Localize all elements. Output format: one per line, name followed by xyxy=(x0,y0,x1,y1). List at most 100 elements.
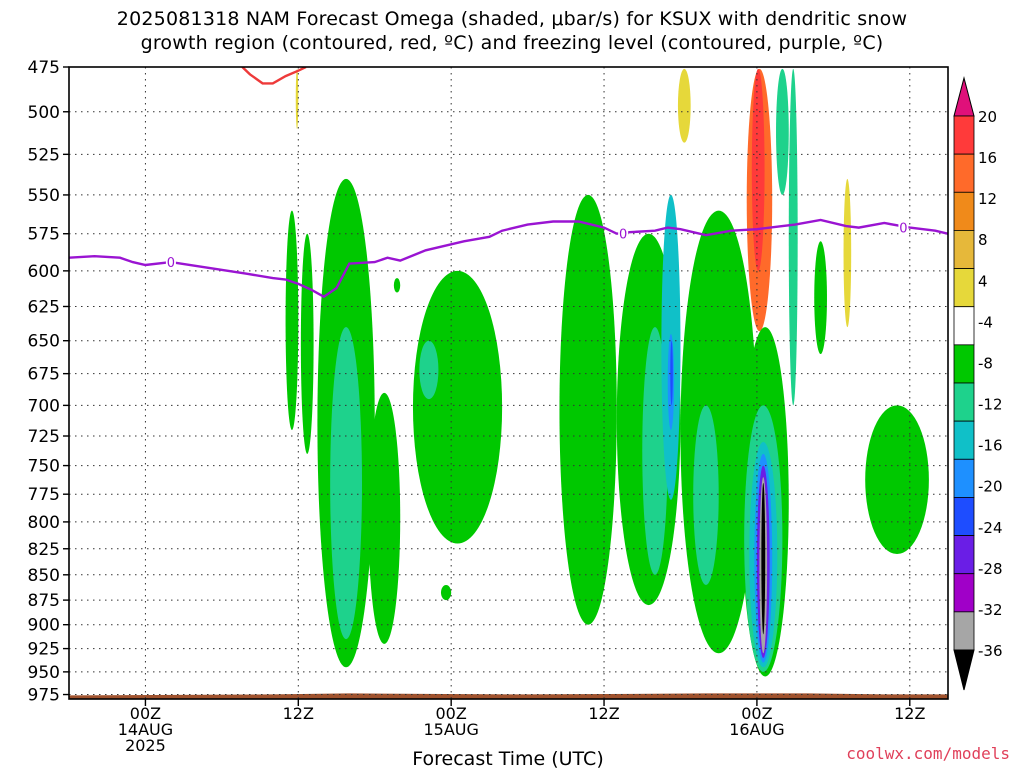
y-tick-label: 550 xyxy=(28,186,60,206)
grid-lines xyxy=(69,66,948,699)
y-axis: 475 500 525 550 575 600 625 650 675 700 725 750 775 8… xyxy=(28,58,69,706)
y-tick-label: 700 xyxy=(28,396,60,416)
x-axis: 00Z14AUG202512Z00Z15AUG12Z00Z16AUG12Z00Z… xyxy=(118,699,925,755)
plot-frame xyxy=(68,66,949,700)
omega-region xyxy=(368,392,401,644)
omega-region xyxy=(419,340,439,400)
y-tick-label: 850 xyxy=(28,566,60,586)
colorbar-label: -16 xyxy=(978,437,1003,455)
omega-region xyxy=(440,585,452,601)
omega-region xyxy=(412,270,503,544)
x-tick-label: 15AUG xyxy=(423,720,478,739)
surface-terrain xyxy=(69,693,948,699)
x-tick-label: 00Z xyxy=(741,704,772,723)
colorbar-label: -32 xyxy=(978,601,1003,619)
y-tick-label: 650 xyxy=(28,332,60,352)
y-tick-label: 625 xyxy=(28,297,60,317)
colorbar-label: 4 xyxy=(978,272,988,290)
omega-region xyxy=(559,194,617,625)
omega-region xyxy=(1005,341,1015,393)
y-tick-label: 800 xyxy=(28,513,60,533)
y-tick-label: 500 xyxy=(28,103,60,123)
omega-region xyxy=(295,68,299,130)
x-tick-label: 14AUG xyxy=(118,720,173,739)
colorbar-segment xyxy=(953,306,975,346)
y-tick-label: 875 xyxy=(28,591,60,611)
omega-region xyxy=(776,68,789,195)
colorbar-label: -8 xyxy=(978,354,993,372)
x-tick-label: 00Z xyxy=(130,704,161,723)
colorbar-segment xyxy=(953,191,975,231)
omega-region xyxy=(843,178,852,328)
colorbar-bottom-arrow xyxy=(953,649,975,691)
colorbar-label: -24 xyxy=(978,519,1003,537)
colorbar-segment xyxy=(953,344,975,384)
y-tick-label: 475 xyxy=(28,58,60,78)
colorbar-segment xyxy=(953,535,975,575)
chart-title-line-1: 2025081318 NAM Forecast Omega (shaded, μ… xyxy=(116,8,908,30)
omega-region xyxy=(393,278,401,293)
colorbar-segment xyxy=(953,611,975,651)
y-tick-label: 725 xyxy=(28,427,60,447)
contour-label-bg xyxy=(898,220,909,235)
colorbar: 20 16 12 8 4 -4 -8 -12 -16 -20 -24 -28 -32 -36 xyxy=(953,76,1003,691)
omega-region xyxy=(642,327,668,575)
dgz-contour xyxy=(241,67,307,85)
colorbar-label: -28 xyxy=(978,560,1003,578)
chart-title-line-2: growth region (contoured, red, ºC) and f… xyxy=(140,32,884,54)
y-tick-label: 950 xyxy=(28,663,60,683)
colorbar-segment xyxy=(953,497,975,536)
omega-region xyxy=(285,210,299,430)
x-tick-label: 12Z xyxy=(283,704,314,723)
y-tick-label: 925 xyxy=(28,640,60,660)
y-tick-label: 575 xyxy=(28,225,60,245)
omega-region xyxy=(761,482,766,635)
x-tick-label: 16AUG xyxy=(729,720,784,739)
omega-region xyxy=(300,233,314,454)
colorbar-label: -4 xyxy=(978,313,993,331)
y-tick-label: 775 xyxy=(28,485,60,505)
colorbar-top-arrow xyxy=(953,76,975,117)
colorbar-segment xyxy=(953,268,975,308)
colorbar-label: -36 xyxy=(978,642,1003,660)
colorbar-label: 8 xyxy=(978,231,988,249)
x-tick-label: 2025 xyxy=(125,736,166,755)
colorbar-label: -12 xyxy=(978,396,1003,414)
omega-region xyxy=(751,68,765,271)
colorbar-segment xyxy=(953,153,975,193)
colorbar-segment xyxy=(953,420,975,460)
colorbar-label: 12 xyxy=(978,190,997,208)
credit-text[interactable]: coolwx.com/models xyxy=(846,744,1010,763)
colorbar-label: 20 xyxy=(978,108,997,126)
y-tick-label: 525 xyxy=(28,145,60,165)
colorbar-label: 16 xyxy=(978,149,997,167)
omega-region xyxy=(677,68,691,143)
colorbar-segment xyxy=(953,115,975,155)
y-tick-label: 600 xyxy=(28,262,60,282)
colorbar-segment xyxy=(953,458,975,498)
x-tick-label: 12Z xyxy=(894,704,925,723)
colorbar-segment xyxy=(953,573,975,613)
y-tick-label: 750 xyxy=(28,457,60,477)
x-axis-label: Forecast Time (UTC) xyxy=(412,748,603,768)
y-tick-label: 975 xyxy=(28,686,60,706)
omega-region xyxy=(865,405,929,555)
colorbar-segment xyxy=(953,382,975,422)
y-tick-label: 675 xyxy=(28,365,60,385)
colorbar-label: -20 xyxy=(978,478,1003,496)
omega-region xyxy=(788,68,798,406)
omega-region xyxy=(814,241,827,355)
freezing-level-label: 0 xyxy=(899,222,907,237)
freezing-level-label: 0 xyxy=(619,228,627,243)
contour-label-bg xyxy=(618,226,629,241)
freezing-level-label: 0 xyxy=(167,256,175,271)
omega-region xyxy=(693,405,719,586)
omega-region xyxy=(670,340,673,406)
x-tick-label: 00Z xyxy=(436,704,467,723)
colorbar-segment xyxy=(953,230,975,269)
y-tick-label: 900 xyxy=(28,616,60,636)
surface-band xyxy=(69,693,948,699)
contour-label-bg xyxy=(165,255,176,270)
omega-shading xyxy=(285,68,1015,677)
